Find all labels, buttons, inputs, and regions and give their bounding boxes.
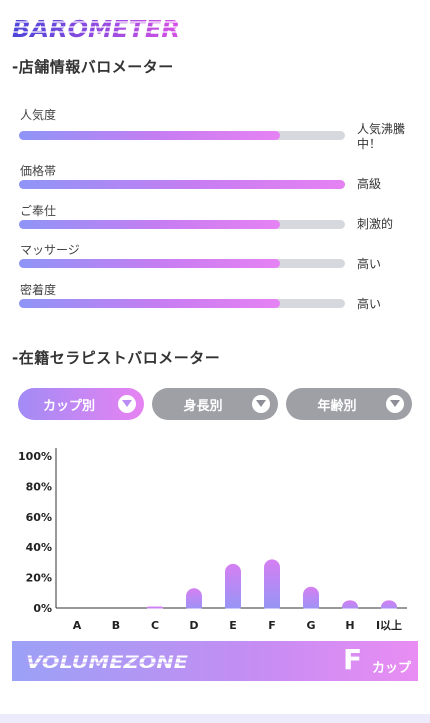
filter-age-label: 年齢別 xyxy=(317,398,357,414)
shop-barometer-title: -店舗情報バロメーター xyxy=(12,58,174,76)
filter-height-button[interactable]: 身長別 xyxy=(152,388,278,420)
barometer-logo: BAROMETER xyxy=(12,17,182,41)
meter-label-price: 価格帯 xyxy=(20,164,57,178)
chevron-down-icon xyxy=(118,395,136,413)
filter-height-label: 身長別 xyxy=(183,398,223,414)
chart-x-tick-label: A xyxy=(73,619,82,632)
meter-track-price xyxy=(19,180,345,189)
chart-y-tick-label: 60% xyxy=(26,511,52,524)
chart-x-tick-label: G xyxy=(306,619,315,632)
chart-y-tick-label: 20% xyxy=(26,572,52,585)
meter-track-popularity xyxy=(19,131,345,140)
meter-fill-massage xyxy=(19,259,280,268)
filter-age-button[interactable]: 年齢別 xyxy=(286,388,412,420)
meter-track-closeness xyxy=(19,299,345,308)
chart-x-tick-label: B xyxy=(112,619,120,632)
meter-track-massage xyxy=(19,259,345,268)
chart-y-tick-label: 40% xyxy=(26,541,52,554)
meter-value-popularity: 人気沸騰中！ xyxy=(357,122,406,151)
chart-y-tick-label: 100% xyxy=(18,450,52,463)
chevron-down-icon xyxy=(252,395,270,413)
meter-fill-closeness xyxy=(19,299,280,308)
volume-zone-banner: VOLUMEZONE F カップ xyxy=(12,641,418,681)
volume-zone-logo: VOLUMEZONE xyxy=(26,653,192,672)
meter-label-closeness: 密着度 xyxy=(20,283,57,297)
meter-value-price: 高級 xyxy=(357,177,382,191)
meter-fill-service xyxy=(19,220,280,229)
chart-bar-E xyxy=(225,563,241,614)
chart-y-tick-label: 0% xyxy=(33,602,52,615)
chart-x-tick-label: F xyxy=(268,619,276,632)
meter-label-popularity: 人気度 xyxy=(20,108,57,122)
cup-distribution-chart: 0% 20% 40% 60% 80% 100% A B C D E F G H I以上 xyxy=(18,448,417,632)
chevron-down-icon xyxy=(386,395,404,413)
meter-track-service xyxy=(19,220,345,229)
filter-cup-label: カップ別 xyxy=(42,398,95,414)
meter-label-service: ご奉仕 xyxy=(20,204,57,218)
logo-text: BAROMETER xyxy=(12,17,180,41)
chart-x-tick-label: H xyxy=(345,619,354,632)
bottom-divider xyxy=(0,714,430,723)
chart-x-tick-label: E xyxy=(229,619,237,632)
meter-fill-price xyxy=(19,180,345,189)
filter-cup-button[interactable]: カップ別 xyxy=(18,388,144,420)
chart-x-tick-label: D xyxy=(189,619,198,632)
meter-value-closeness: 高い xyxy=(357,297,382,311)
meter-label-massage: マッサージ xyxy=(20,243,80,257)
chart-baseline-mask xyxy=(57,608,417,616)
meter-fill-popularity xyxy=(19,131,280,140)
meter-value-service: 刺激的 xyxy=(357,217,394,231)
therapist-barometer-title: -在籍セラピストバロメーター xyxy=(12,349,221,367)
chart-bar-G xyxy=(303,586,319,614)
chart-x-tick-label: C xyxy=(151,619,159,632)
chart-y-tick-label: 80% xyxy=(26,480,52,493)
volume-zone-cup: F xyxy=(343,643,363,676)
chart-x-tick-label: I以上 xyxy=(376,618,402,632)
volume-zone-unit: カップ xyxy=(372,661,412,676)
chart-bar-F xyxy=(264,559,280,614)
meter-value-massage: 高い xyxy=(357,257,382,271)
chart-bar-D xyxy=(186,588,202,614)
